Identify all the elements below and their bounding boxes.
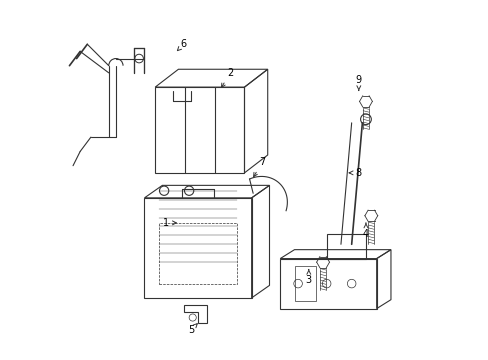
Text: 6: 6 <box>177 39 186 51</box>
Text: 7: 7 <box>253 157 265 177</box>
Text: 4: 4 <box>362 223 368 239</box>
Text: 8: 8 <box>348 168 361 178</box>
Text: 2: 2 <box>221 68 233 87</box>
Text: 3: 3 <box>305 269 311 285</box>
Text: 1: 1 <box>163 218 176 228</box>
Text: 9: 9 <box>355 75 361 91</box>
Text: 5: 5 <box>187 324 197 335</box>
